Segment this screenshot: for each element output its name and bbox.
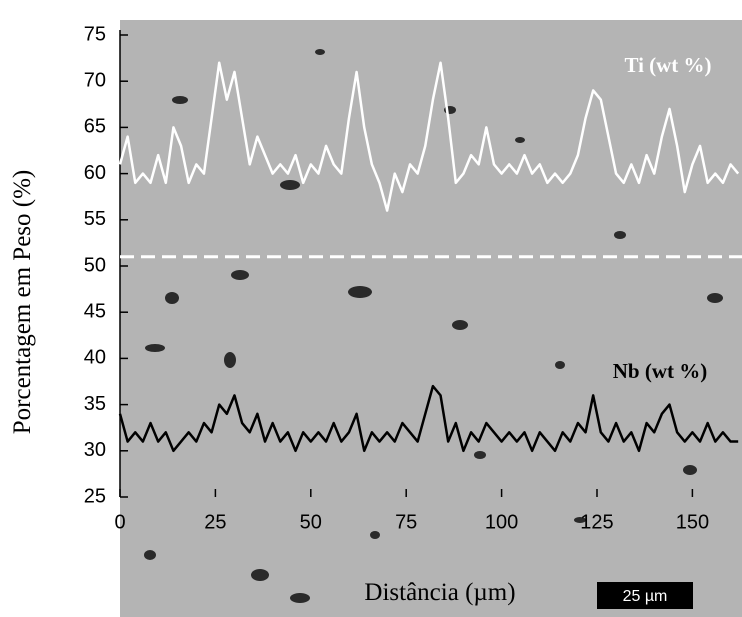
scale-bar [597, 582, 693, 609]
x-axis-label: Distância (µm) [364, 579, 515, 606]
x-tick-label: 75 [395, 511, 417, 533]
series-line [118, 61, 740, 212]
x-tick-label: 50 [300, 511, 322, 533]
micrograph-background [120, 20, 742, 617]
x-tick-label: 150 [676, 511, 709, 533]
x-tick-label: 100 [485, 511, 518, 533]
y-tick-label: 30 [84, 439, 106, 461]
micrograph-pores [144, 49, 723, 603]
series-label: Ti (wt %) [624, 53, 711, 77]
y-tick-label: 35 [84, 393, 106, 415]
scale-bar-label: 25 µm [623, 588, 668, 605]
x-tick-label: 0 [114, 511, 125, 533]
y-tick-label: 75 [84, 23, 106, 45]
y-tick-label: 60 [84, 162, 106, 184]
series-line [118, 384, 739, 453]
x-tick-label: 25 [204, 511, 226, 533]
y-tick-label: 55 [84, 208, 106, 230]
y-tick-label: 45 [84, 300, 106, 322]
series-label: Nb (wt %) [613, 359, 708, 383]
y-tick-label: 65 [84, 116, 106, 138]
y-tick-label: 70 [84, 69, 106, 91]
y-tick-label: 50 [84, 254, 106, 276]
y-tick-label: 40 [84, 347, 106, 369]
y-tick-label: 25 [84, 485, 106, 507]
y-axis-label: Porcentagem em Peso (%) [9, 170, 36, 435]
x-tick-label: 125 [580, 511, 613, 533]
